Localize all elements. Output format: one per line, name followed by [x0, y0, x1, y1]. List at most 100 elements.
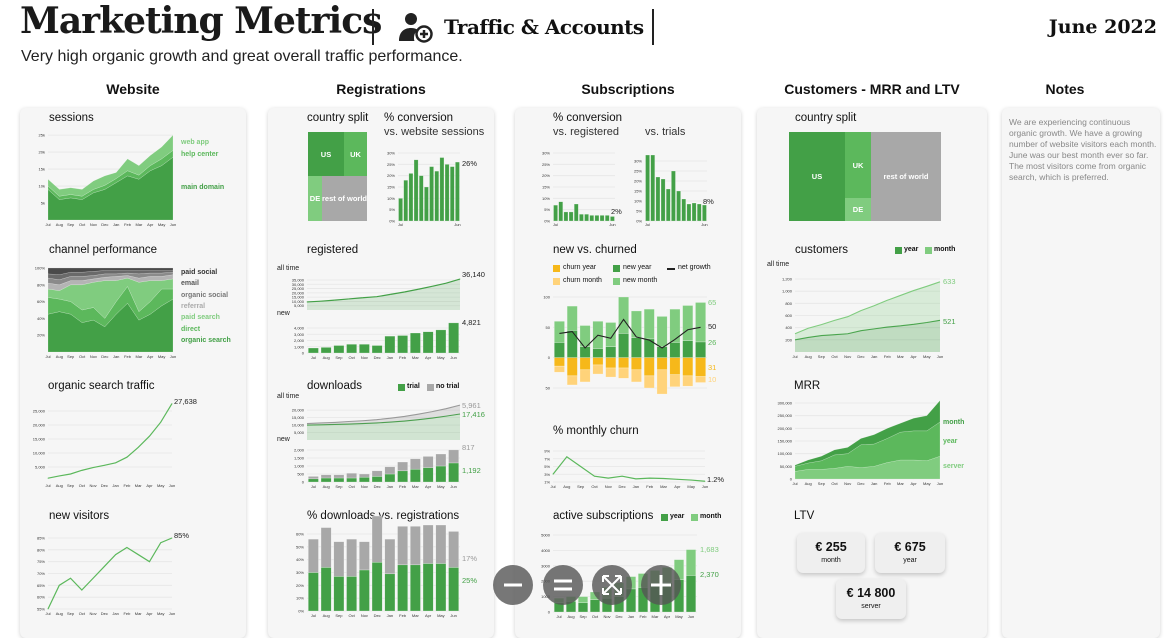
data-point	[160, 542, 162, 544]
bar-churn-month	[618, 367, 629, 379]
zoom-in-button[interactable]	[641, 565, 681, 605]
bar-trial	[384, 573, 396, 612]
bar-value	[444, 164, 450, 222]
bar-value	[429, 166, 434, 222]
chart-title: registered	[307, 244, 359, 256]
end-value-label: 17%	[462, 554, 477, 563]
y-tick-label: 0	[790, 477, 793, 482]
bar-churn-year	[695, 357, 706, 377]
y-tick-label: 300,000	[778, 401, 793, 406]
data-point	[70, 577, 71, 579]
x-tick-label: Mar	[135, 611, 143, 616]
bar-month	[577, 596, 589, 604]
bar-churn-year	[643, 357, 655, 377]
bar-trial	[448, 567, 459, 612]
data-point	[126, 456, 128, 458]
y-tick-label: 30%	[542, 151, 550, 156]
bar-trial	[422, 563, 434, 612]
reset-zoom-button[interactable]	[543, 565, 583, 605]
zoom-out-button[interactable]	[493, 565, 533, 605]
x-tick-label: Nov	[605, 484, 612, 489]
bar-no-trial	[422, 524, 434, 564]
y-tick-label: 1,500	[294, 456, 305, 461]
x-tick-label: Apr	[911, 481, 918, 486]
bar-trial	[371, 476, 383, 483]
bar-trial	[346, 576, 357, 612]
x-tick-label: Jan	[633, 484, 639, 489]
x-tick-label: Jun	[937, 481, 943, 486]
chart-title: country split	[795, 112, 857, 124]
y-tick-label: 0	[302, 480, 305, 485]
y-tick-label: 400	[785, 325, 792, 330]
x-tick-label: Apr	[146, 483, 153, 488]
data-point	[149, 435, 150, 437]
bar-churn-year	[566, 357, 578, 377]
treemap-cell-uk: UK	[344, 132, 367, 176]
x-tick-label: Feb	[123, 483, 131, 488]
bar-churn-year	[669, 357, 681, 375]
x-tick-label: Jun	[688, 614, 694, 619]
bar-no-trial	[346, 472, 357, 479]
x-tick-label: Jan	[113, 354, 119, 359]
data-point	[552, 473, 554, 475]
y-tick-label: 15,000	[292, 415, 305, 420]
x-tick-label: Jun	[169, 483, 175, 488]
bar-no-trial	[448, 531, 459, 568]
x-tick-label: Oct	[349, 355, 356, 360]
line-series	[306, 278, 461, 303]
data-point	[566, 456, 568, 458]
end-value-label: 36,140	[462, 270, 485, 279]
data-point	[459, 278, 461, 280]
divider	[652, 9, 654, 45]
y-tick-label: 20%	[387, 173, 395, 178]
legend-label: new month	[623, 277, 658, 284]
bar-value	[563, 211, 569, 222]
legend-swatch-year	[895, 247, 902, 254]
y-tick-label: 15%	[387, 185, 395, 190]
legend-swatch-new-year	[613, 265, 620, 272]
data-point	[320, 300, 322, 302]
x-tick-label: Jun	[701, 222, 707, 227]
x-tick-label: Oct	[349, 484, 356, 489]
y-tick-label: 5,000	[294, 430, 305, 435]
x-tick-label: Apr	[147, 354, 154, 359]
chart-title: new visitors	[49, 510, 110, 522]
ltv-value: € 675	[894, 540, 926, 554]
bar-new-month	[643, 308, 655, 340]
x-tick-label: Mar	[412, 613, 420, 618]
fit-screen-button[interactable]	[592, 565, 632, 605]
legend-swatch-month	[691, 514, 698, 521]
x-tick-label: Aug	[56, 483, 63, 488]
chart-title: % downloads vs. registrations	[307, 510, 460, 522]
minus-icon	[504, 583, 522, 587]
x-tick-label: Dec	[374, 613, 381, 618]
x-tick-label: Feb	[124, 222, 132, 227]
y-tick-label: 25,000	[33, 409, 46, 414]
y-tick-label: 25%	[542, 162, 550, 167]
y-tick-label: 25%	[387, 162, 395, 167]
bar-value	[384, 335, 396, 354]
y-tick-label: 5%	[636, 209, 642, 214]
data-point	[649, 477, 651, 479]
end-value-label: 65	[708, 298, 716, 307]
chart-title: MRR	[794, 380, 821, 392]
bar-new-month	[656, 316, 668, 347]
bar-value	[434, 170, 440, 222]
data-point	[171, 403, 173, 405]
bar-churn-month	[579, 369, 591, 383]
x-tick-label: Aug	[567, 614, 574, 619]
bar-value	[686, 203, 692, 222]
bar-new-year	[682, 340, 694, 358]
y-tick-label: 5,000	[35, 465, 46, 470]
y-tick-label: 0%	[636, 219, 642, 224]
bar-no-trial	[384, 538, 396, 575]
x-tick-label: Feb	[399, 484, 407, 489]
data-point	[92, 467, 94, 468]
legend-label: direct	[181, 326, 201, 333]
bar-trial	[308, 478, 319, 483]
axis-caption: all time	[767, 261, 790, 268]
bar-no-trial	[359, 541, 370, 571]
column-customers: Customers - MRR and LTV	[784, 81, 960, 97]
bar-no-trial	[384, 466, 396, 475]
x-tick-label: Jul	[45, 354, 50, 359]
